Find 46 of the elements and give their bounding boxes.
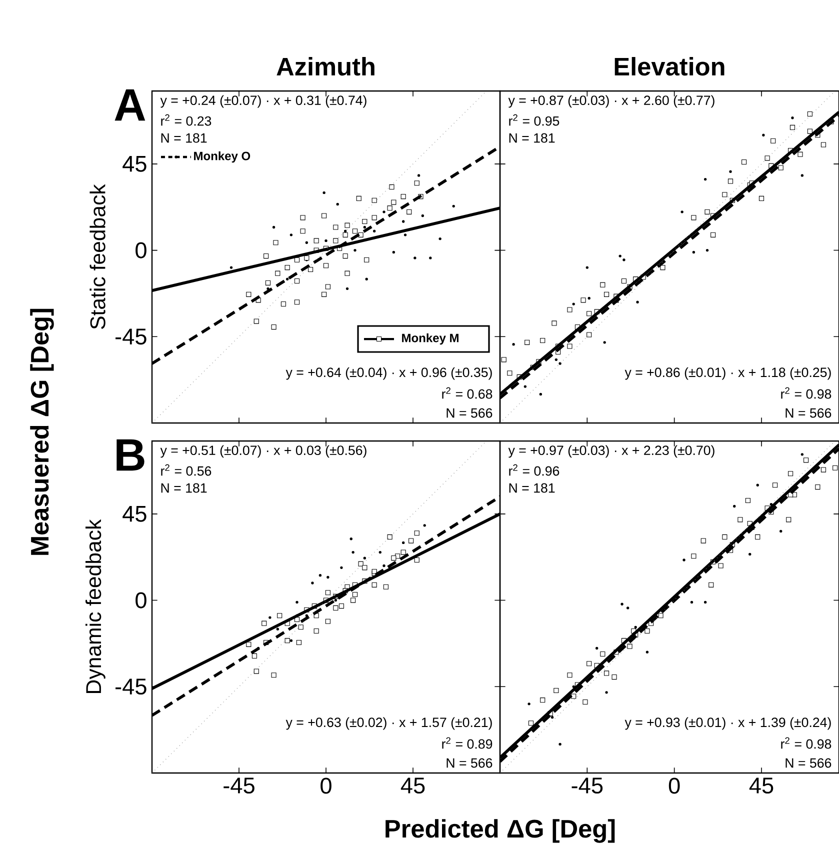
annotation: y = +0.24 (±0.07) · x + 0.31 (±0.74)	[160, 95, 366, 108]
annotation: N = 181	[509, 483, 555, 493]
y-tick-label: 45	[122, 156, 146, 172]
x-axis-title: Predicted ΔG [Deg]	[386, 819, 615, 843]
text: B	[116, 439, 144, 471]
annotation: N = 181	[509, 133, 555, 143]
text: Measuered ΔG [Deg]	[30, 308, 54, 555]
annotation: r$^{2}$ = 0.89	[442, 737, 492, 749]
legend-label: Monkey M	[402, 333, 458, 345]
x-tick-label: 0	[320, 778, 332, 794]
y-tick-label: 45	[122, 506, 146, 522]
annotation: y = +0.86 (±0.01) · x + 1.18 (±0.25)	[624, 367, 831, 380]
annotation: y = +0.93 (±0.01) · x + 1.39 (±0.24)	[624, 717, 831, 730]
annotation: y = +0.87 (±0.03) · x + 2.60 (±0.77)	[508, 95, 714, 108]
annotation: y = +0.51 (±0.07) · x + 0.03 (±0.56)	[160, 445, 366, 458]
y-tick-label: 0	[136, 242, 146, 258]
y-tick-label: -45	[116, 678, 146, 695]
annotation: r$^{2}$ = 0.23	[161, 114, 212, 126]
annotation: r$^{2}$ = 0.98	[781, 387, 832, 399]
annotation: r$^{2}$ = 0.96	[509, 464, 560, 476]
x-tick-label: -45	[224, 778, 254, 794]
annotation: r$^{2}$ = 0.68	[442, 387, 492, 399]
x-tick-label: -45	[572, 778, 603, 794]
x-tick-label: 0	[668, 778, 680, 794]
y-tick-label: -45	[116, 328, 146, 345]
x-tick-label: 45	[749, 778, 774, 794]
text: A	[114, 89, 146, 121]
chart-title: Elevation	[614, 57, 724, 76]
annotation: N = 181	[161, 133, 207, 143]
annotation: N = 181	[161, 483, 207, 493]
annotation: y = +0.63 (±0.02) · x + 1.57 (±0.21)	[286, 717, 492, 730]
annotation: y = +0.64 (±0.04) · x + 0.96 (±0.35)	[286, 367, 492, 380]
chart-title: Azimuth	[276, 57, 374, 76]
annotation: r$^{2}$ = 0.98	[781, 737, 832, 749]
x-tick-label: 45	[400, 778, 425, 794]
y-axis-title: Static feedback	[90, 184, 106, 329]
y-tick-label: 0	[136, 592, 146, 608]
legend-label: Monkey O	[194, 151, 250, 163]
annotation: N = 566	[786, 758, 832, 768]
annotation: N = 566	[446, 758, 492, 768]
annotation: r$^{2}$ = 0.56	[161, 464, 212, 476]
annotation: N = 566	[786, 408, 832, 418]
annotation: r$^{2}$ = 0.95	[509, 114, 560, 126]
y-axis-title: Dynamic feedback	[85, 519, 106, 693]
annotation: y = +0.97 (±0.03) · x + 2.23 (±0.70)	[508, 445, 714, 458]
annotation: N = 566	[446, 408, 492, 418]
